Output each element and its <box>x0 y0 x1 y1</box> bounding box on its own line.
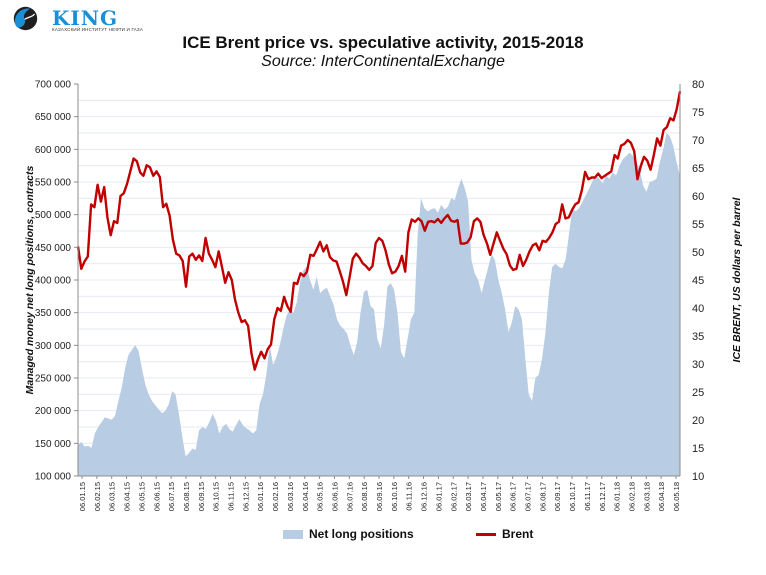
left-tick-label: 600 000 <box>35 145 72 156</box>
right-tick-label: 45 <box>692 275 704 287</box>
left-tick-label: 700 000 <box>35 80 72 91</box>
x-tick-label: 06.11.15 <box>227 482 236 511</box>
x-tick-label: 06.04.18 <box>657 482 666 511</box>
x-tick-label: 06.04.17 <box>479 482 488 511</box>
chart-legend: Net long positions Brent <box>0 527 766 545</box>
x-tick-label: 06.10.15 <box>212 482 221 511</box>
x-tick-label: 06.05.17 <box>494 482 503 511</box>
right-tick-label: 55 <box>692 219 704 231</box>
x-tick-label: 06.08.15 <box>182 482 191 511</box>
left-axis-title: Managed money net long positions, contra… <box>24 165 36 394</box>
right-axis-ticks: 10 15 20 25 30 35 40 45 50 55 60 65 70 75 80 <box>692 79 704 483</box>
x-tick-label: 06.08.17 <box>538 482 547 511</box>
x-tick-label: 06.09.16 <box>375 482 384 511</box>
right-tick-label: 20 <box>692 415 704 427</box>
right-tick-label: 30 <box>692 359 704 371</box>
x-tick-label: 06.11.17 <box>583 482 592 511</box>
legend-item-net-long: Net long positions <box>283 527 414 541</box>
x-tick-label: 06.09.15 <box>197 482 206 511</box>
x-tick-label: 06.02.16 <box>271 482 280 511</box>
right-tick-label: 80 <box>692 79 704 91</box>
brent-price-line <box>76 91 682 371</box>
logo-drop-icon <box>13 6 38 31</box>
x-tick-label: 06.01.15 <box>78 482 87 511</box>
logo-wordmark: KING <box>52 6 119 30</box>
left-tick-label: 300 000 <box>35 341 72 352</box>
left-tick-label: 350 000 <box>35 308 72 319</box>
x-tick-label: 06.01.18 <box>613 482 622 511</box>
legend-swatch-line <box>476 532 496 536</box>
right-tick-label: 50 <box>692 247 704 259</box>
left-axis-ticks: 100 000 150 000 200 000 250 000 300 000 350 0… <box>35 80 78 483</box>
right-tick-label: 70 <box>692 135 704 147</box>
right-tick-label: 75 <box>692 107 704 119</box>
x-tick-label: 06.08.16 <box>360 482 369 511</box>
left-tick-label: 500 000 <box>35 210 72 221</box>
right-axis-title: ICE BRENT, US dollars per barrel <box>731 196 743 362</box>
logo-subtitle: КАЗАХСКИЙ ИНСТИТУТ НЕФТИ И ГАЗА <box>52 27 144 32</box>
x-tick-label: 06.05.18 <box>672 482 681 511</box>
x-tick-label: 06.12.15 <box>241 482 250 511</box>
x-tick-label: 06.07.16 <box>345 482 354 511</box>
left-tick-label: 450 000 <box>35 243 72 254</box>
left-tick-label: 550 000 <box>35 178 72 189</box>
x-tick-label: 06.04.16 <box>301 482 310 511</box>
right-tick-label: 10 <box>692 471 704 483</box>
chart-subtitle: Source: InterContinentalExchange <box>261 53 505 70</box>
x-tick-label: 06.12.16 <box>420 482 429 511</box>
right-tick-label: 25 <box>692 387 704 399</box>
left-tick-label: 150 000 <box>35 439 72 450</box>
x-tick-label: 06.10.17 <box>568 482 577 511</box>
x-tick-label: 06.02.15 <box>93 482 102 511</box>
x-tick-label: 06.03.18 <box>642 482 651 511</box>
legend-label-brent: Brent <box>502 527 534 541</box>
x-tick-label: 06.02.18 <box>627 482 636 511</box>
x-tick-label: 06.10.16 <box>390 482 399 511</box>
net-long-positions-area <box>78 133 680 476</box>
x-tick-label: 06.07.17 <box>524 482 533 511</box>
right-tick-label: 65 <box>692 163 704 175</box>
x-tick-label: 06.03.17 <box>464 482 473 511</box>
right-tick-label: 15 <box>692 443 704 455</box>
x-tick-label: 06.03.15 <box>108 482 117 511</box>
right-tick-label: 60 <box>692 191 704 203</box>
x-tick-label: 06.07.15 <box>167 482 176 511</box>
left-tick-label: 100 000 <box>35 472 72 483</box>
legend-swatch-area <box>283 529 303 539</box>
left-tick-label: 250 000 <box>35 374 72 385</box>
left-tick-label: 650 000 <box>35 112 72 123</box>
x-tick-label: 06.05.16 <box>316 482 325 511</box>
left-tick-label: 200 000 <box>35 406 72 417</box>
right-tick-label: 40 <box>692 303 704 315</box>
x-tick-label: 06.09.17 <box>553 482 562 511</box>
x-tick-label: 06.02.17 <box>449 482 458 511</box>
x-tick-label: 06.06.17 <box>509 482 518 511</box>
legend-item-brent: Brent <box>476 527 533 541</box>
x-axis-ticks: 06.01.15 06.02.15 06.03.15 06.04.15 06.05.15… <box>78 476 681 511</box>
right-tick-label: 35 <box>692 331 704 343</box>
x-tick-label: 06.05.15 <box>137 482 146 511</box>
x-tick-label: 06.06.16 <box>330 482 339 511</box>
x-tick-label: 06.03.16 <box>286 482 295 511</box>
x-tick-label: 06.01.17 <box>434 482 443 511</box>
chart-title: ICE Brent price vs. speculative activity… <box>182 33 584 52</box>
king-logo: KING КАЗАХСКИЙ ИНСТИТУТ НЕФТИ И ГАЗА <box>10 5 200 35</box>
x-tick-label: 06.06.15 <box>152 482 161 511</box>
x-tick-label: 06.12.17 <box>598 482 607 511</box>
x-tick-label: 06.01.16 <box>256 482 265 511</box>
x-tick-label: 06.11.16 <box>405 482 414 511</box>
x-tick-label: 06.04.15 <box>123 482 132 511</box>
left-tick-label: 400 000 <box>35 276 72 287</box>
legend-label-net-long: Net long positions <box>309 527 414 541</box>
